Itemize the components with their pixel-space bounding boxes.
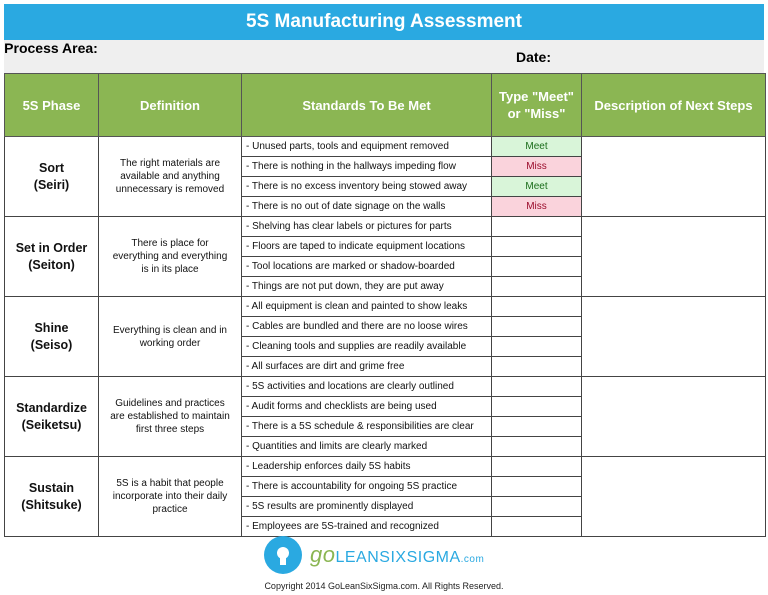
phase-title: Set in Order bbox=[15, 240, 88, 255]
copyright: Copyright 2014 GoLeanSixSigma.com. All R… bbox=[264, 581, 504, 591]
status-cell[interactable] bbox=[491, 456, 582, 477]
standard: - Quantities and limits are clearly mark… bbox=[241, 436, 492, 457]
column-header: 5S Phase bbox=[4, 73, 99, 137]
phase-definition: Everything is clean and in working order bbox=[98, 296, 242, 377]
table-row: - There is no excess inventory being sto… bbox=[5, 176, 766, 197]
next-steps-cell[interactable] bbox=[581, 136, 766, 217]
phase-subtitle: (Seiketsu) bbox=[21, 417, 82, 432]
phase-subtitle: (Shitsuke) bbox=[21, 497, 82, 512]
phase-definition: Guidelines and practices are established… bbox=[98, 376, 242, 457]
phase-title: Shine bbox=[34, 320, 69, 335]
process-area-label: Process Area: bbox=[4, 40, 98, 56]
standard: - 5S results are prominently displayed bbox=[241, 496, 492, 517]
status-cell[interactable] bbox=[491, 476, 582, 497]
standard: - Cables are bundled and there are no lo… bbox=[241, 316, 492, 337]
standard: - Leadership enforces daily 5S habits bbox=[241, 456, 492, 477]
standard: - All equipment is clean and painted to … bbox=[241, 296, 492, 317]
standard: - All surfaces are dirt and grime free bbox=[241, 356, 492, 377]
status-cell[interactable] bbox=[491, 416, 582, 437]
table-row: - Things are not put down, they are put … bbox=[5, 276, 766, 297]
status-cell[interactable] bbox=[491, 236, 582, 257]
phase-subtitle: (Seiso) bbox=[30, 337, 73, 352]
status-cell[interactable] bbox=[491, 216, 582, 237]
lightbulb-icon bbox=[264, 536, 302, 574]
standard: - There is a 5S schedule & responsibilit… bbox=[241, 416, 492, 437]
page-title: 5S Manufacturing Assessment bbox=[4, 4, 764, 40]
status-cell[interactable]: Meet bbox=[491, 136, 582, 157]
phase-name: Set in Order (Seiton) bbox=[4, 216, 99, 297]
next-steps-cell[interactable] bbox=[581, 216, 766, 297]
column-header: Type "Meet" or "Miss" bbox=[491, 73, 582, 137]
brand-text: goLEANSIXSIGMA.com bbox=[310, 542, 485, 567]
next-steps-cell[interactable] bbox=[581, 456, 766, 537]
phase-definition: 5S is a habit that people incorporate in… bbox=[98, 456, 242, 537]
logo: goLEANSIXSIGMA.com bbox=[264, 536, 484, 574]
table-row: - Quantities and limits are clearly mark… bbox=[5, 436, 766, 457]
table-row: - 5S results are prominently displayed bbox=[5, 496, 766, 517]
standard: - Things are not put down, they are put … bbox=[241, 276, 492, 297]
standard: - Tool locations are marked or shadow-bo… bbox=[241, 256, 492, 277]
standard: - There is accountability for ongoing 5S… bbox=[241, 476, 492, 497]
phase-title: Sort bbox=[39, 160, 64, 175]
phase-title: Sustain bbox=[28, 480, 75, 495]
status-cell[interactable]: Meet bbox=[491, 176, 582, 197]
status-cell[interactable] bbox=[491, 316, 582, 337]
standard: - There is no excess inventory being sto… bbox=[241, 176, 492, 197]
table-row: Shine (Seiso) Everything is clean and in w… bbox=[4, 296, 766, 377]
standard: - Employees are 5S-trained and recognize… bbox=[241, 516, 492, 537]
standard: - Audit forms and checklists are being u… bbox=[241, 396, 492, 417]
next-steps-cell[interactable] bbox=[581, 296, 766, 377]
standard: - Shelving has clear labels or pictures … bbox=[241, 216, 492, 237]
status-cell[interactable] bbox=[491, 296, 582, 317]
assessment-table: 5S Phase Definition Standards To Be Met Typ… bbox=[4, 73, 766, 537]
date-label: Date: bbox=[516, 49, 552, 65]
status-cell[interactable]: Miss bbox=[491, 156, 582, 177]
info-row: Process Area: Date: bbox=[4, 40, 764, 73]
table-row: Set in Order (Seiton) There is place for e… bbox=[4, 216, 766, 297]
standard: - Unused parts, tools and equipment remo… bbox=[241, 136, 492, 157]
status-cell[interactable]: Miss bbox=[491, 196, 582, 217]
column-header: Description of Next Steps bbox=[581, 73, 766, 137]
table-row: - Employees are 5S-trained and recognize… bbox=[5, 516, 766, 537]
table-row: Standardize (Seiketsu) Guidelines and prac… bbox=[4, 376, 766, 457]
status-cell[interactable] bbox=[491, 516, 582, 537]
status-cell[interactable] bbox=[491, 396, 582, 417]
status-cell[interactable] bbox=[491, 436, 582, 457]
table-row: Sort (Seiri) The right materials are avail… bbox=[4, 136, 766, 217]
column-header: Definition bbox=[98, 73, 242, 137]
phase-definition: The right materials are available and an… bbox=[98, 136, 242, 217]
status-cell[interactable] bbox=[491, 256, 582, 277]
table-row: Sustain (Shitsuke) 5S is a habit that peop… bbox=[4, 456, 766, 537]
phase-name: Shine (Seiso) bbox=[4, 296, 99, 377]
table-row: - Floors are taped to indicate equipment… bbox=[5, 236, 766, 257]
standard: - 5S activities and locations are clearl… bbox=[241, 376, 492, 397]
phase-subtitle: (Seiton) bbox=[28, 257, 75, 272]
phase-name: Standardize (Seiketsu) bbox=[4, 376, 99, 457]
status-cell[interactable] bbox=[491, 356, 582, 377]
column-header: Standards To Be Met bbox=[241, 73, 492, 137]
standard: - There is no out of date signage on the… bbox=[241, 196, 492, 217]
table-row: - There is nothing in the hallways imped… bbox=[5, 156, 766, 177]
phase-name: Sort (Seiri) bbox=[4, 136, 99, 217]
status-cell[interactable] bbox=[491, 376, 582, 397]
phase-subtitle: (Seiri) bbox=[33, 177, 70, 192]
standard: - There is nothing in the hallways imped… bbox=[241, 156, 492, 177]
phase-definition: There is place for everything and everyt… bbox=[98, 216, 242, 297]
status-cell[interactable] bbox=[491, 276, 582, 297]
phase-name: Sustain (Shitsuke) bbox=[4, 456, 99, 537]
standard: - Cleaning tools and supplies are readil… bbox=[241, 336, 492, 357]
table-row: - Cleaning tools and supplies are readil… bbox=[5, 336, 766, 357]
phase-title: Standardize bbox=[16, 400, 87, 415]
status-cell[interactable] bbox=[491, 336, 582, 357]
status-cell[interactable] bbox=[491, 496, 582, 517]
next-steps-cell[interactable] bbox=[581, 376, 766, 457]
standard: - Floors are taped to indicate equipment… bbox=[241, 236, 492, 257]
